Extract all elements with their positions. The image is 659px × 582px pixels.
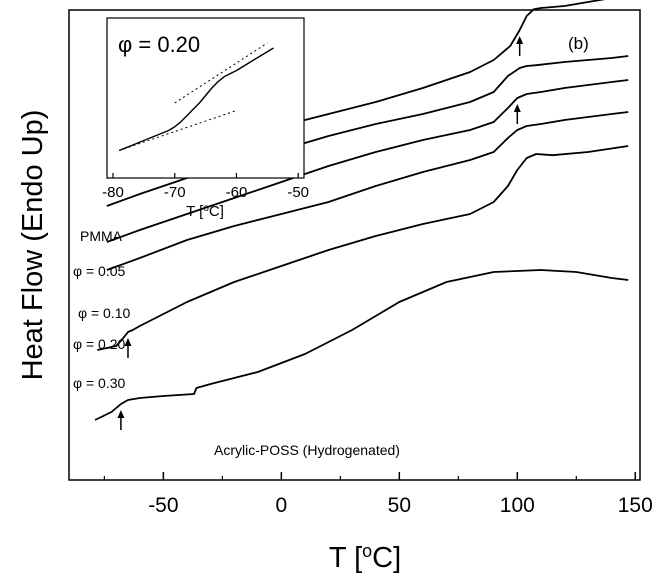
curve-label-phi-005: φ = 0.05 bbox=[73, 263, 125, 279]
panel-label: (b) bbox=[568, 34, 589, 53]
inset-frame bbox=[106, 17, 305, 179]
x-axis-title: T [oC] bbox=[329, 541, 401, 574]
plot-frame bbox=[68, 9, 641, 481]
arrow-head bbox=[117, 410, 125, 418]
y-axis-title: Heat Flow (Endo Up) bbox=[17, 110, 49, 381]
x-axis-ticks bbox=[103, 472, 637, 480]
x-tick-label: 100 bbox=[500, 494, 535, 517]
x-tick-label: 0 bbox=[276, 494, 288, 517]
x-tick-label: 150 bbox=[618, 494, 653, 517]
arrow-head bbox=[516, 36, 524, 44]
inset-curve bbox=[118, 42, 274, 152]
inset-x-tick-label: -50 bbox=[287, 184, 309, 201]
inset-x-tick-label: -80 bbox=[102, 184, 124, 201]
inset-x-tick-label: -70 bbox=[164, 184, 186, 201]
inset-x-axis-tick-labels: -80 -70 -60 -50 bbox=[102, 184, 309, 201]
x-axis-tick-labels: -50 0 50 100 150 bbox=[148, 494, 653, 517]
inset-tangent-line-0 bbox=[119, 110, 237, 151]
series-line-2 bbox=[106, 79, 629, 243]
inset-series-line bbox=[118, 47, 274, 152]
curve-label-phi-030: φ = 0.30 bbox=[73, 375, 125, 391]
x-tick-label: 50 bbox=[388, 494, 411, 517]
x-tick-label: -50 bbox=[148, 494, 178, 517]
series-line-3 bbox=[106, 111, 629, 271]
curve-label-phi-020: φ = 0.20 bbox=[73, 336, 125, 352]
inset-title: φ = 0.20 bbox=[118, 32, 200, 57]
arrow-head bbox=[124, 338, 132, 346]
curve-label-phi-010: φ = 0.10 bbox=[78, 305, 130, 321]
arrow-head bbox=[513, 104, 521, 112]
curve-label-acrylic-poss: Acrylic-POSS (Hydrogenated) bbox=[214, 442, 400, 458]
inset-x-axis-ticks bbox=[112, 173, 299, 178]
series-line-4 bbox=[97, 145, 629, 351]
inset-x-axis-title: T [oC] bbox=[186, 203, 224, 221]
transition-arrows bbox=[117, 36, 524, 430]
curve-label-pmma: PMMA bbox=[80, 228, 123, 244]
inset-tangent-line-1 bbox=[174, 42, 268, 104]
series-line-5 bbox=[94, 269, 629, 421]
inset-x-tick-label: -60 bbox=[226, 184, 248, 201]
